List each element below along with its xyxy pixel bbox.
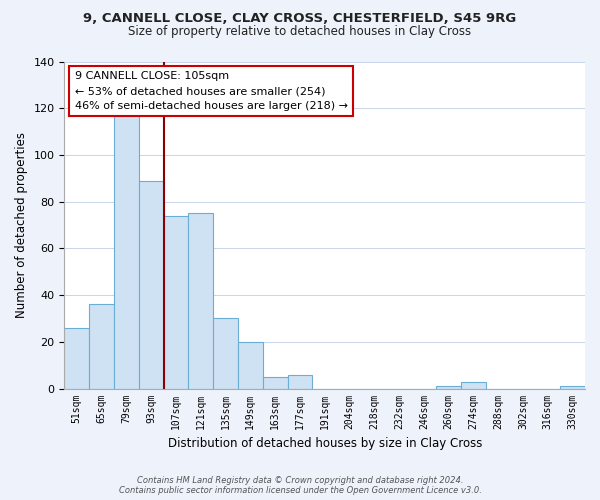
- Y-axis label: Number of detached properties: Number of detached properties: [15, 132, 28, 318]
- Bar: [436, 386, 461, 388]
- Bar: [89, 304, 114, 388]
- Bar: [213, 318, 238, 388]
- Bar: [287, 374, 313, 388]
- Bar: [64, 328, 89, 388]
- Bar: [188, 214, 213, 388]
- X-axis label: Distribution of detached houses by size in Clay Cross: Distribution of detached houses by size …: [167, 437, 482, 450]
- Text: 9, CANNELL CLOSE, CLAY CROSS, CHESTERFIELD, S45 9RG: 9, CANNELL CLOSE, CLAY CROSS, CHESTERFIE…: [83, 12, 517, 26]
- Bar: [139, 180, 164, 388]
- Bar: [461, 382, 486, 388]
- Text: Size of property relative to detached houses in Clay Cross: Size of property relative to detached ho…: [128, 25, 472, 38]
- Bar: [238, 342, 263, 388]
- Bar: [164, 216, 188, 388]
- Text: Contains HM Land Registry data © Crown copyright and database right 2024.
Contai: Contains HM Land Registry data © Crown c…: [119, 476, 481, 495]
- Text: 9 CANNELL CLOSE: 105sqm
← 53% of detached houses are smaller (254)
46% of semi-d: 9 CANNELL CLOSE: 105sqm ← 53% of detache…: [75, 72, 348, 111]
- Bar: [263, 377, 287, 388]
- Bar: [114, 113, 139, 388]
- Bar: [560, 386, 585, 388]
